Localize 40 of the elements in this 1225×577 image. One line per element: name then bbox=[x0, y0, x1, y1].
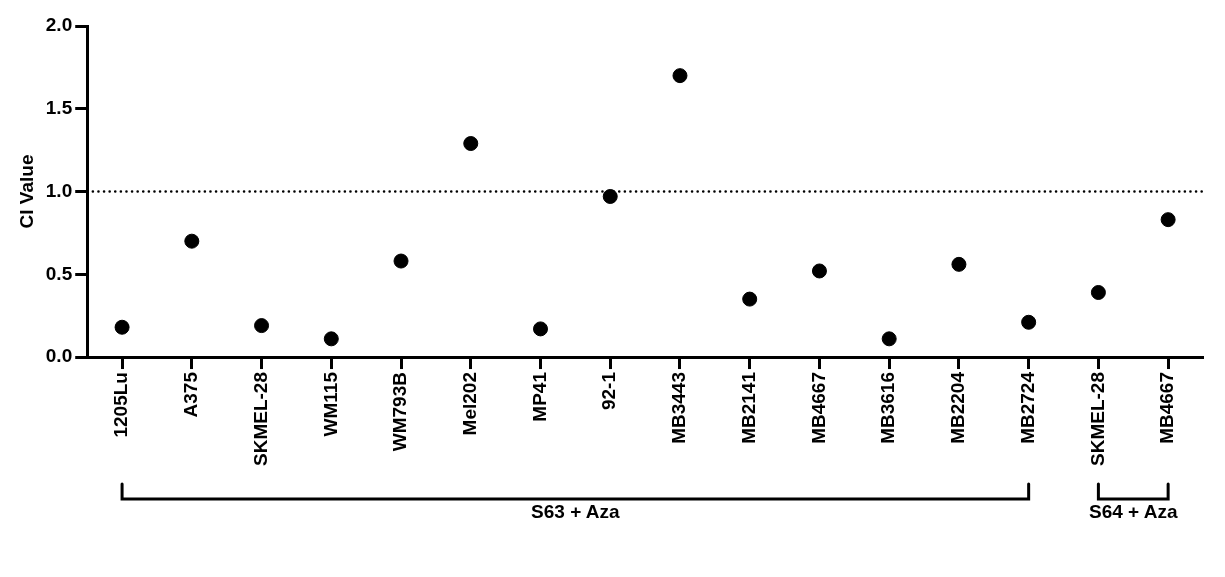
point bbox=[881, 331, 897, 347]
text: S64 + Aza bbox=[1088, 500, 1178, 522]
point bbox=[602, 188, 618, 204]
point bbox=[254, 318, 270, 334]
point bbox=[1021, 314, 1037, 330]
x-tick-label: SKMEL-28 bbox=[1086, 372, 1108, 467]
point bbox=[1160, 212, 1176, 228]
y-tick-label: 0.5 bbox=[45, 262, 73, 284]
x-tick-label: Mel202 bbox=[459, 372, 480, 436]
x-tick-label: MB4667 bbox=[1156, 372, 1178, 444]
point bbox=[323, 331, 339, 347]
x-tick-label: MB2204 bbox=[947, 371, 969, 444]
point bbox=[393, 253, 409, 269]
point bbox=[1090, 284, 1106, 300]
text: S63 + Aza bbox=[531, 500, 621, 522]
point bbox=[951, 256, 967, 272]
x-tick-label: MB3443 bbox=[668, 372, 690, 444]
point bbox=[811, 263, 827, 279]
x-tick-label: MB3616 bbox=[877, 372, 899, 444]
y-axis-title: CI Value bbox=[15, 154, 37, 229]
x-tick-label: SKMEL-28 bbox=[249, 372, 271, 467]
y-tick-label: 2.0 bbox=[45, 14, 73, 36]
x-tick-label: WM115 bbox=[319, 371, 341, 437]
point bbox=[742, 291, 758, 307]
x-tick-label: MB4667 bbox=[807, 372, 829, 444]
x-tick-label: MB2141 bbox=[737, 371, 759, 444]
x-tick-label: 1205Lu bbox=[110, 372, 132, 438]
x-tick-label: MB2724 bbox=[1016, 371, 1038, 444]
x-tick-label: 92-1 bbox=[598, 371, 620, 411]
point bbox=[533, 321, 548, 337]
y-tick-label: 1.0 bbox=[45, 179, 73, 201]
point bbox=[672, 68, 688, 84]
x-tick-label: WM793B bbox=[389, 372, 411, 452]
x-tick-label: MP41 bbox=[528, 371, 550, 422]
point bbox=[463, 136, 479, 152]
point bbox=[184, 233, 200, 249]
x-tick-label: A375 bbox=[180, 371, 202, 418]
y-tick-label: 0.0 bbox=[45, 345, 73, 367]
y-tick-label: 1.5 bbox=[45, 96, 73, 118]
point bbox=[114, 319, 130, 335]
